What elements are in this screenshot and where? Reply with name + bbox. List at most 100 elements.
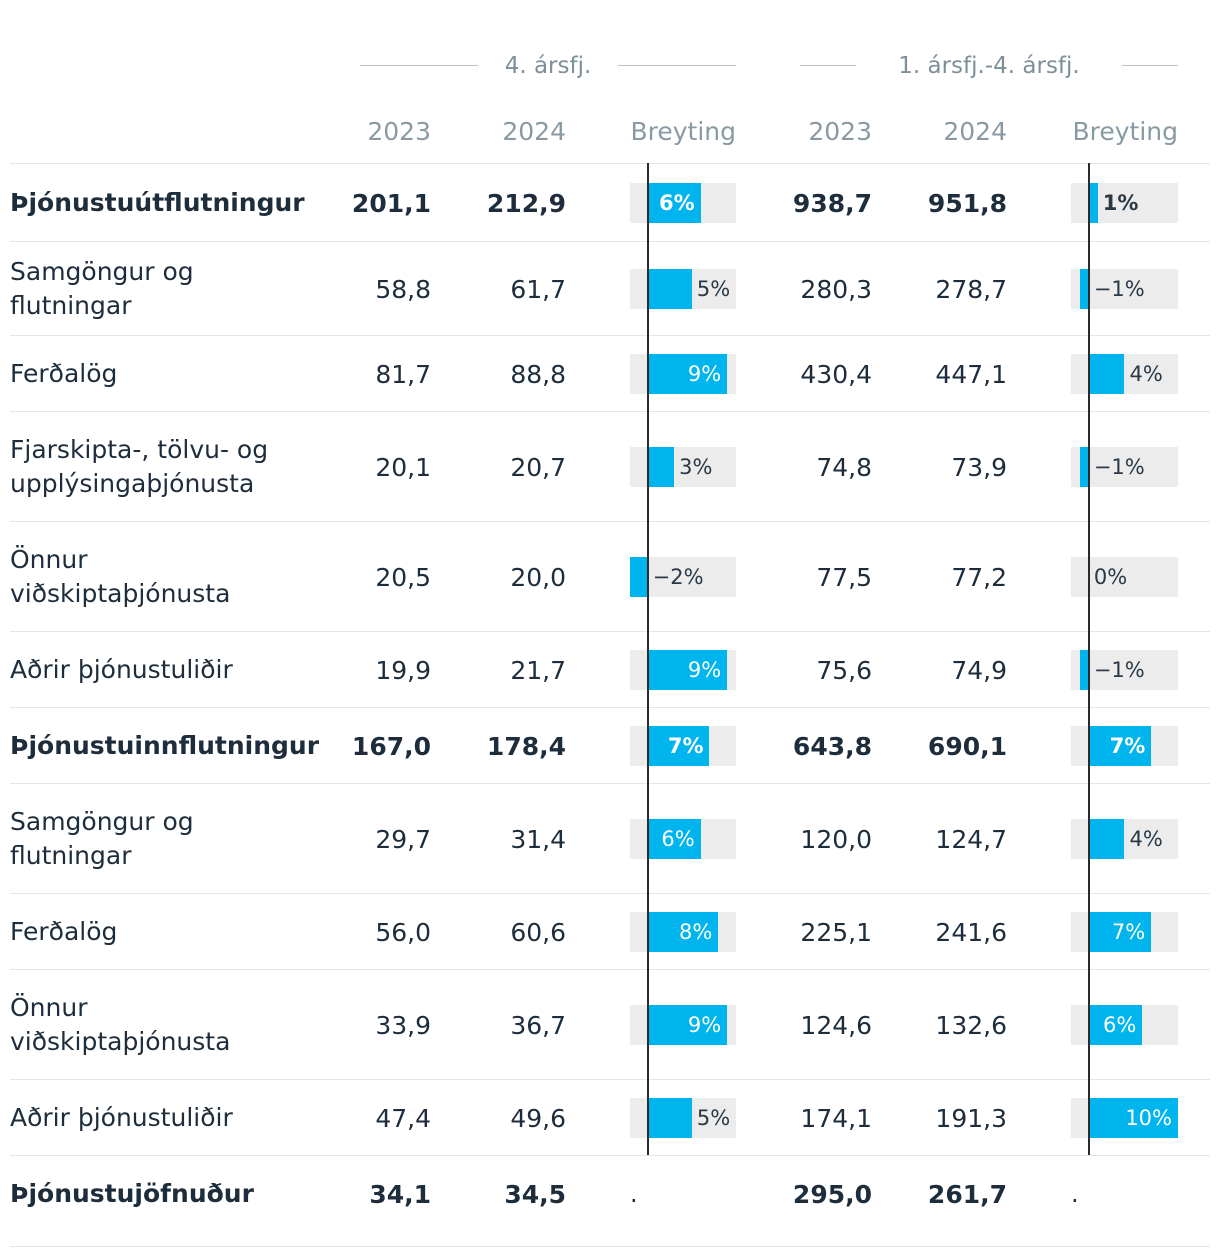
change-label: 4% — [1129, 827, 1163, 851]
value-cell: 241,6 — [935, 917, 1007, 947]
change-bar — [1079, 650, 1089, 690]
value-cell: 34,1 — [369, 1179, 431, 1209]
change-bar — [647, 726, 710, 766]
change-label: 9% — [687, 1013, 722, 1037]
column-header: 2024 — [943, 117, 1007, 146]
row-label: Fjarskipta-, tölvu- og upplýsingaþjónust… — [10, 435, 269, 498]
change-label: 8% — [679, 920, 713, 944]
value-cell: 60,6 — [510, 917, 566, 947]
row-label: Samgöngur og flutningar — [10, 257, 194, 320]
value-cell: 20,5 — [375, 562, 431, 592]
change-label: 10% — [1125, 1106, 1172, 1130]
value-cell: 261,7 — [927, 1179, 1007, 1209]
change-bar — [1088, 354, 1125, 394]
value-cell: 212,9 — [486, 188, 566, 218]
row-label: Þjónustuinnflutningur — [10, 731, 320, 760]
change-bar — [647, 650, 728, 690]
change-bar — [647, 183, 701, 223]
value-cell: 124,6 — [800, 1010, 872, 1040]
value-cell: 447,1 — [935, 359, 1007, 389]
row-label: Samgöngur og flutningar — [10, 807, 194, 870]
change-bar — [630, 557, 648, 597]
value-cell: 61,7 — [510, 274, 566, 304]
value-cell: 74,9 — [951, 655, 1007, 685]
change-bar — [1088, 819, 1125, 859]
change-label: −1% — [1093, 277, 1145, 301]
row-label: Aðrir þjónustuliðir — [10, 655, 233, 684]
value-cell: 88,8 — [510, 359, 566, 389]
value-cell: 36,7 — [510, 1010, 566, 1040]
zero-axis-line — [646, 163, 649, 1155]
table-row: Ferðalög 81,7 88,8 9% 430,4 447,1 4% — [10, 335, 1210, 412]
change-bar — [647, 912, 719, 952]
value-cell: 225,1 — [800, 917, 872, 947]
table-row: Önnur viðskiptaþjónusta 20,5 20,0 −2% 77,5 77… — [10, 521, 1210, 632]
table-row: Aðrir þjónustuliðir 47,4 49,6 5% 174,1 191,3 1… — [10, 1079, 1210, 1156]
value-cell: 132,6 — [935, 1010, 1007, 1040]
value-cell: 178,4 — [486, 731, 566, 761]
table-row: Þjónustujöfnuður 34,1 34,5. 295,0 261,7. — [10, 1155, 1210, 1232]
column-header: 2023 — [367, 117, 431, 146]
value-cell: 56,0 — [375, 917, 431, 947]
column-group-header: 4. ársfj. — [360, 48, 736, 84]
group-rule-left — [360, 65, 478, 66]
row-label: Önnur viðskiptaþjónusta — [10, 993, 231, 1056]
row-label: Þjónustuútflutningur — [10, 188, 305, 217]
value-cell: 280,3 — [800, 274, 872, 304]
change-bar — [1088, 183, 1098, 223]
change-bar — [647, 1005, 728, 1045]
table-row: Þjónustuinnflutningur 167,0 178,4 7% 643,8 69… — [10, 707, 1210, 784]
change-empty-marker: . — [630, 1180, 638, 1208]
value-cell: 74,8 — [816, 452, 872, 482]
group-rule-left — [800, 65, 857, 66]
change-label: 0% — [1093, 565, 1128, 589]
value-cell: 174,1 — [800, 1103, 872, 1133]
column-header: 2023 — [808, 117, 872, 146]
value-cell: 21,7 — [510, 655, 566, 685]
change-label: 7% — [1111, 920, 1146, 944]
column-header: Breyting — [1072, 117, 1178, 146]
change-bar — [1088, 1098, 1178, 1138]
value-cell: 75,6 — [816, 655, 872, 685]
row-label: Ferðalög — [10, 917, 118, 946]
column-group-label: 4. ársfj. — [504, 53, 592, 79]
value-cell: 49,6 — [510, 1103, 566, 1133]
change-label: 1% — [1102, 191, 1139, 215]
change-bar — [647, 269, 692, 309]
table-row: Samgöngur og flutningar 29,7 31,4 6% 120,0 12… — [10, 783, 1210, 894]
change-bar — [647, 354, 728, 394]
value-cell: 34,5 — [504, 1179, 566, 1209]
change-bar — [1088, 1005, 1143, 1045]
change-bar — [647, 819, 701, 859]
change-label: 6% — [661, 827, 695, 851]
change-label: 4% — [1129, 362, 1163, 386]
value-cell: 20,1 — [375, 452, 431, 482]
value-cell: 295,0 — [792, 1179, 872, 1209]
change-bar — [1079, 447, 1089, 487]
change-bar — [1079, 269, 1089, 309]
table-row: Samgöngur og flutningar 58,8 61,7 5% 280,3 27… — [10, 241, 1210, 336]
value-cell: 19,9 — [375, 655, 431, 685]
change-label: 5% — [696, 1106, 731, 1130]
value-cell: 20,0 — [510, 562, 566, 592]
value-cell: 77,2 — [951, 562, 1007, 592]
value-cell: 33,9 — [375, 1010, 431, 1040]
value-cell: 81,7 — [375, 359, 431, 389]
zero-axis-line — [1087, 163, 1090, 1155]
value-cell: 167,0 — [351, 731, 431, 761]
table-row: Aðrir þjónustuliðir 19,9 21,7 9% 75,6 74,9 −1% — [10, 631, 1210, 708]
table-bottom-rule — [10, 1246, 1210, 1247]
value-cell: 73,9 — [951, 452, 1007, 482]
change-label: 9% — [687, 658, 722, 682]
column-group-header: 1. ársfj.-4. ársfj. — [800, 48, 1178, 84]
change-label: 9% — [687, 362, 722, 386]
change-label: −1% — [1093, 658, 1145, 682]
change-label: 6% — [1103, 1013, 1137, 1037]
value-cell: 47,4 — [375, 1103, 431, 1133]
change-label: 5% — [696, 277, 731, 301]
table-row: Önnur viðskiptaþjónusta 33,9 36,7 9% 124,6 13… — [10, 969, 1210, 1080]
value-cell: 430,4 — [800, 359, 872, 389]
value-cell: 201,1 — [351, 188, 431, 218]
group-rule-right — [618, 65, 736, 66]
value-cell: 690,1 — [927, 731, 1007, 761]
